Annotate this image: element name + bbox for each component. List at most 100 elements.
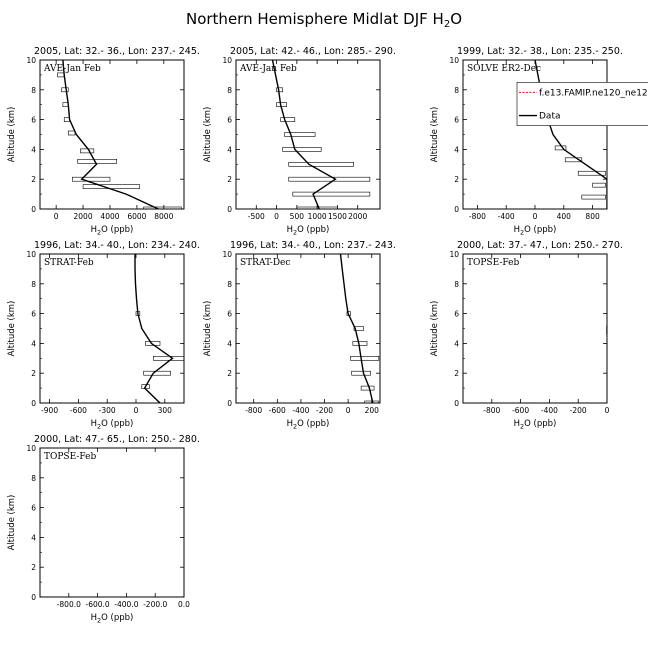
x-label-pre: H — [91, 613, 97, 623]
x-tick-label: -800.0 — [57, 600, 81, 609]
y-tick-label: 8 — [227, 280, 232, 289]
x-label-sub: 2 — [97, 229, 101, 237]
y-tick-label: 8 — [31, 86, 36, 95]
y-tick-label: 6 — [227, 116, 232, 125]
range-box — [288, 162, 354, 167]
x-tick-label: 0 — [605, 406, 610, 415]
panel-header: 2000, Lat: 37.- 47., Lon: 250.- 270. — [457, 240, 623, 251]
y-axis-label: Altitude (km) — [430, 301, 440, 357]
range-box — [351, 370, 371, 376]
x-tick-label: 0 — [346, 406, 351, 415]
title-text: Northern Hemisphere Midlat DJF H — [186, 10, 444, 28]
range-box — [360, 385, 375, 391]
range-box — [352, 341, 368, 346]
y-axis-label: Altitude (km) — [203, 107, 213, 163]
x-axis-label: H2O (ppb) — [91, 225, 134, 237]
x-axis-label: H2O (ppb) — [91, 419, 134, 431]
x-tick-label: -600.0 — [86, 600, 110, 609]
x-label-sub: 2 — [293, 423, 297, 431]
plot-frame — [462, 253, 608, 404]
x-tick-label: 0 — [533, 212, 538, 221]
title-subscript: 2 — [444, 19, 450, 30]
range-box — [592, 182, 606, 188]
y-tick-label: 4 — [31, 339, 36, 348]
x-label-post: O (ppb) — [101, 419, 133, 429]
data-layer — [271, 60, 371, 209]
plot-frame — [235, 253, 381, 404]
data-profile-line — [271, 60, 337, 209]
y-tick-label: 2 — [31, 563, 36, 572]
y-tick-label: 0 — [227, 399, 232, 408]
y-tick-label: 0 — [227, 205, 232, 214]
x-label-post: O (ppb) — [101, 225, 133, 235]
y-axis-label: Altitude (km) — [7, 495, 17, 551]
plot-frame — [39, 253, 185, 404]
x-label-sub: 2 — [520, 423, 524, 431]
x-tick-label: 0 — [54, 212, 59, 221]
y-tick-label: 2 — [31, 175, 36, 184]
x-tick-label: -800 — [469, 212, 486, 221]
x-tick-label: -400 — [541, 406, 558, 415]
y-tick-label: 6 — [454, 310, 459, 319]
y-tick-label: 10 — [222, 56, 232, 65]
x-label-sub: 2 — [293, 229, 297, 237]
y-tick-label: 10 — [26, 444, 36, 453]
x-tick-label: -200 — [316, 406, 333, 415]
figure-title: Northern Hemisphere Midlat DJF H2O — [186, 10, 462, 30]
y-tick-label: 6 — [454, 116, 459, 125]
title-end: O — [450, 10, 462, 28]
y-tick-label: 10 — [222, 250, 232, 259]
range-box — [71, 176, 111, 182]
panel-header: 1996, Lat: 34.- 40., Lon: 237.- 243. — [230, 240, 396, 251]
x-label-post: O (ppb) — [297, 225, 329, 235]
x-tick-label: -200.0 — [143, 600, 167, 609]
x-tick-label: 300 — [158, 406, 173, 415]
y-tick-label: 10 — [26, 250, 36, 259]
x-tick-label: -600 — [512, 406, 529, 415]
x-tick-label: -900 — [41, 406, 58, 415]
range-box — [564, 157, 583, 163]
range-box — [67, 130, 76, 136]
y-tick-label: 6 — [31, 310, 36, 319]
y-axis-label: Altitude (km) — [430, 107, 440, 163]
data-profile-line — [62, 60, 159, 209]
y-axis-label: Altitude (km) — [7, 107, 17, 163]
y-tick-label: 0 — [31, 205, 36, 214]
panel-grid: 2005, Lat: 32.- 36., Lon: 237.- 245. 0 2 4 6… — [7, 46, 648, 625]
y-tick-label: 6 — [31, 116, 36, 125]
y-tick-label: 4 — [31, 533, 36, 542]
y-axis-label: Altitude (km) — [7, 301, 17, 357]
range-box — [80, 148, 95, 154]
y-tick-label: 8 — [227, 86, 232, 95]
x-label-pre: H — [287, 225, 293, 235]
range-box — [350, 355, 380, 361]
range-box — [296, 206, 338, 209]
x-tick-label: -400.0 — [114, 600, 138, 609]
y-tick-label: 2 — [31, 369, 36, 378]
x-axis-label: H2O (ppb) — [287, 225, 330, 237]
x-tick-label: 2000 — [348, 212, 367, 221]
panel-6: 2000, Lat: 37.- 47., Lon: 250.- 270. 0 2 4 6… — [430, 240, 623, 431]
campaign-label: STRAT-Dec — [240, 258, 290, 268]
x-tick-label: -300 — [99, 406, 116, 415]
y-tick-label: 10 — [449, 250, 459, 259]
campaign-label: SOLVE ER2-Dec — [467, 64, 541, 74]
x-tick-label: 200 — [365, 406, 380, 415]
y-tick-label: 8 — [31, 474, 36, 483]
y-tick-label: 8 — [454, 280, 459, 289]
x-label-pre: H — [91, 419, 97, 429]
y-tick-label: 4 — [31, 145, 36, 154]
y-tick-label: 10 — [26, 56, 36, 65]
y-tick-label: 2 — [227, 175, 232, 184]
y-tick-label: 2 — [454, 369, 459, 378]
panel-3: 1999, Lat: 32.- 38., Lon: 235.- 250. 0 2 4 6… — [430, 46, 648, 237]
x-tick-label: 400 — [557, 212, 572, 221]
y-tick-label: 10 — [449, 56, 459, 65]
range-box — [288, 176, 371, 182]
x-axis-label: H2O (ppb) — [91, 613, 134, 625]
range-box — [77, 159, 118, 164]
x-label-post: O (ppb) — [524, 225, 556, 235]
x-axis-label: H2O (ppb) — [287, 419, 330, 431]
panel-header: 2005, Lat: 42.- 46., Lon: 285.- 290. — [230, 46, 396, 57]
